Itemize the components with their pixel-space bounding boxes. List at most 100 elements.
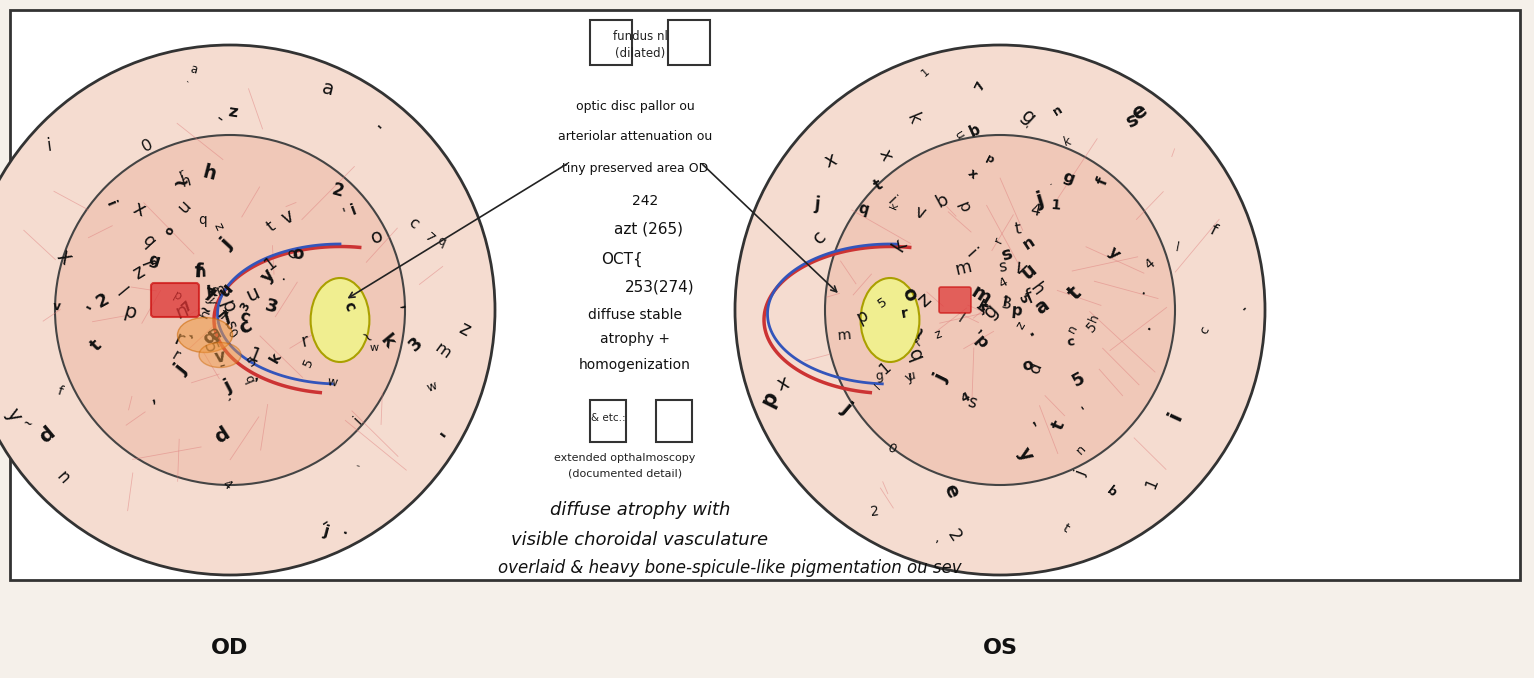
Text: p: p [971, 332, 991, 351]
Text: l: l [1174, 241, 1180, 255]
Text: n: n [52, 468, 74, 488]
Text: t: t [871, 177, 885, 193]
Text: k: k [376, 331, 397, 352]
Text: ': ' [189, 334, 193, 348]
Text: w: w [325, 375, 339, 389]
Text: v: v [1011, 257, 1029, 279]
Text: y: y [1014, 443, 1037, 464]
Text: p: p [1011, 303, 1023, 319]
Text: 4: 4 [1028, 202, 1042, 219]
Text: ': ' [341, 207, 350, 222]
Circle shape [735, 45, 1266, 575]
Text: r: r [992, 235, 1006, 245]
Text: 3: 3 [264, 296, 281, 317]
Text: f: f [1022, 288, 1037, 308]
Text: l: l [873, 382, 882, 391]
Text: m: m [433, 340, 454, 362]
Text: diffuse stable: diffuse stable [588, 308, 683, 322]
Text: 4: 4 [1143, 256, 1158, 273]
Text: y: y [2, 405, 25, 425]
Text: k: k [888, 236, 911, 256]
Text: -: - [1075, 403, 1086, 412]
Text: ': ' [84, 302, 103, 316]
Text: b: b [1104, 484, 1120, 500]
Text: w: w [370, 342, 379, 353]
Text: overlaid & heavy bone-spicule-like pigmentation ou sev: overlaid & heavy bone-spicule-like pigme… [499, 559, 962, 577]
Text: .: . [183, 73, 195, 85]
Text: ': ' [376, 123, 391, 136]
Text: .: . [331, 521, 351, 535]
Text: 7: 7 [422, 230, 437, 245]
Text: q: q [904, 346, 927, 365]
Text: u: u [215, 279, 238, 301]
Text: e: e [940, 481, 962, 500]
Text: r: r [169, 348, 183, 364]
Text: 1: 1 [1049, 197, 1060, 212]
Text: b: b [968, 122, 983, 140]
Text: n: n [172, 301, 190, 323]
Text: -: - [184, 328, 196, 343]
Text: c: c [341, 299, 359, 313]
Text: x: x [52, 246, 75, 269]
Text: c: c [1198, 324, 1212, 336]
Text: t: t [1065, 283, 1085, 304]
Text: -: - [318, 513, 334, 533]
Text: u: u [242, 283, 262, 306]
Text: 5: 5 [199, 339, 221, 357]
Text: .: . [219, 318, 235, 330]
Text: 4: 4 [996, 275, 1009, 290]
Text: q: q [856, 201, 871, 218]
Circle shape [55, 135, 405, 485]
Text: k: k [206, 284, 218, 300]
Text: x: x [775, 373, 792, 395]
Text: n: n [1051, 102, 1065, 118]
Bar [591, 400, 626, 442]
Text: i: i [351, 414, 365, 427]
Text: x: x [130, 198, 149, 220]
Text: z: z [210, 220, 225, 232]
Text: s: s [999, 245, 1014, 265]
Text: azt (265): azt (265) [614, 222, 683, 237]
Text: n: n [1065, 322, 1080, 335]
Text: 0: 0 [224, 326, 239, 341]
Text: j: j [322, 524, 331, 540]
Text: ~: ~ [196, 302, 213, 320]
Text: v: v [52, 300, 61, 313]
Text: q: q [198, 214, 207, 227]
Text: i: i [962, 245, 979, 261]
Text: 0: 0 [885, 441, 897, 456]
Text: p: p [170, 289, 184, 304]
Text: k: k [267, 350, 284, 365]
Text: u: u [175, 197, 195, 217]
Text: .: . [279, 268, 287, 283]
Text: g: g [980, 300, 1002, 322]
Text: c: c [1066, 336, 1075, 349]
Text: 0: 0 [140, 136, 155, 155]
Text: 2: 2 [330, 181, 345, 201]
Bar [667, 20, 710, 65]
Text: d: d [210, 424, 233, 447]
Text: q: q [199, 326, 221, 348]
Text: j: j [221, 378, 235, 397]
Text: l: l [1002, 296, 1008, 311]
Text: y: y [904, 370, 916, 385]
Text: s: s [221, 318, 238, 332]
Text: -: - [212, 109, 227, 127]
Text: o: o [368, 226, 385, 247]
Text: 1: 1 [245, 345, 264, 367]
Text: m: m [838, 328, 853, 343]
Text: ,: , [396, 298, 416, 313]
Text: j: j [931, 371, 951, 385]
Text: a: a [206, 322, 225, 344]
Text: n: n [213, 281, 229, 298]
Text: a: a [319, 79, 336, 100]
Text: .: . [1025, 326, 1042, 340]
Text: j: j [218, 235, 236, 253]
Text: 5: 5 [1069, 370, 1089, 391]
Text: g: g [1060, 169, 1075, 186]
Text: o: o [163, 224, 178, 237]
Text: j: j [1074, 468, 1089, 478]
Text: r: r [900, 306, 910, 321]
Text: z: z [933, 327, 943, 342]
Text: f: f [137, 258, 155, 269]
